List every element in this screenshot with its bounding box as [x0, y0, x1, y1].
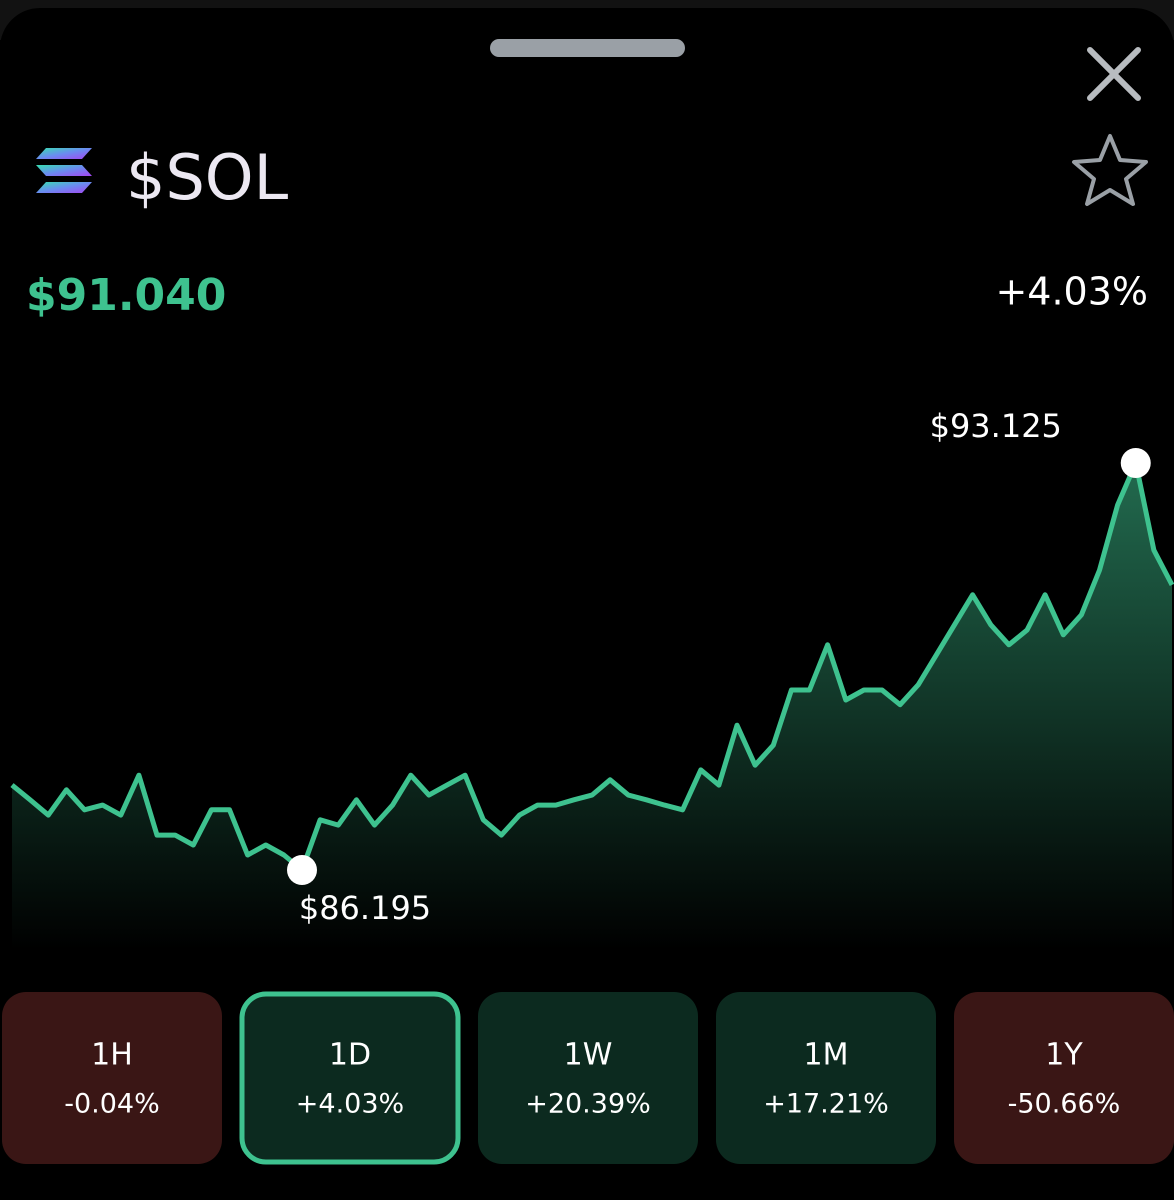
- tab-label: 1M: [804, 1038, 849, 1073]
- drag-handle[interactable]: [490, 39, 685, 57]
- extreme-dot: [287, 855, 317, 885]
- change-percent: +4.03%: [995, 270, 1148, 314]
- tab-label: 1Y: [1045, 1038, 1083, 1073]
- tab-change: +17.21%: [763, 1089, 889, 1120]
- tab-change: +4.03%: [296, 1089, 404, 1120]
- price-line: [10, 460, 1174, 873]
- timeframe-tab[interactable]: 1Y -50.66%: [954, 992, 1174, 1164]
- tab-change: -50.66%: [1008, 1089, 1121, 1120]
- extreme-label: $86.195: [299, 889, 431, 927]
- extreme-dot: [1120, 448, 1151, 478]
- price-area: [12, 463, 1172, 950]
- tab-background[interactable]: [2, 992, 222, 1164]
- favorite-star[interactable]: [1072, 134, 1148, 206]
- tab-change: +20.39%: [525, 1089, 651, 1120]
- tab-label: 1D: [329, 1038, 371, 1073]
- close-button[interactable]: [1087, 47, 1141, 101]
- timeframe-tabs: 1H -0.04% 1D +4.03% 1W +20.39% 1M +17.21% 1Y -50.…: [2, 991, 1174, 1165]
- tab-label: 1H: [91, 1038, 133, 1073]
- sol-logo: [36, 148, 92, 193]
- tab-change: -0.04%: [64, 1089, 160, 1120]
- timeframe-tab[interactable]: 1M +17.21%: [716, 992, 936, 1164]
- timeframe-tab[interactable]: 1D +4.03%: [239, 991, 461, 1165]
- tab-background[interactable]: [954, 992, 1174, 1164]
- tab-background[interactable]: [239, 991, 461, 1165]
- timeframe-tab[interactable]: 1H -0.04%: [2, 992, 222, 1164]
- price: $91.040: [26, 270, 226, 321]
- tab-background[interactable]: [478, 992, 698, 1164]
- tab-label: 1W: [564, 1038, 613, 1073]
- price-chart: $93.125 $86.195: [10, 407, 1174, 950]
- extreme-label: $93.125: [930, 407, 1062, 445]
- timeframe-tab[interactable]: 1W +20.39%: [478, 992, 698, 1164]
- token-symbol: $SOL: [126, 141, 289, 214]
- tab-background[interactable]: [716, 992, 936, 1164]
